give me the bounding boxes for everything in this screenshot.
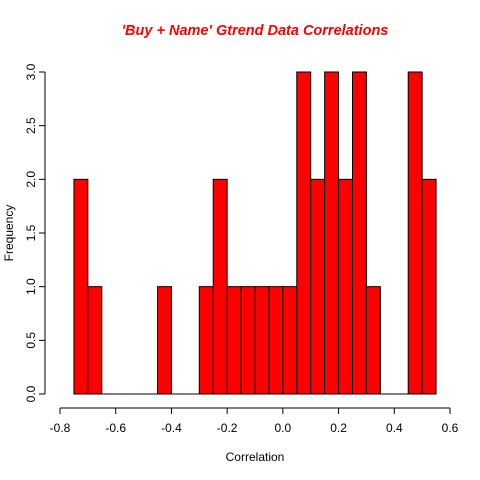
x-tick-label: 0.4 xyxy=(386,421,403,435)
y-axis: 0.0 0.5 1.0 1.5 2.0 2.5 3.0 xyxy=(24,63,46,402)
histogram-bar xyxy=(338,178,354,395)
histogram-bar xyxy=(240,286,256,395)
y-tick-label: 0.5 xyxy=(24,332,38,349)
histogram-bar xyxy=(212,178,228,395)
histogram-bar xyxy=(310,178,326,395)
x-tick-label: -0.2 xyxy=(217,421,238,435)
histogram-bar xyxy=(226,286,242,395)
x-axis: -0.8 -0.6 -0.4 -0.2 0.0 0.2 0.4 0.6 xyxy=(50,407,459,435)
y-tick-label: 1.0 xyxy=(24,278,38,295)
histogram-bar xyxy=(365,286,381,395)
y-tick-label: 3.0 xyxy=(24,63,38,80)
histogram-bar xyxy=(324,71,340,395)
histogram-bar xyxy=(254,286,270,395)
histogram-bar xyxy=(268,286,284,395)
histogram-bar xyxy=(198,286,214,395)
y-tick-label: 1.5 xyxy=(24,224,38,241)
y-tick-label: 2.0 xyxy=(24,171,38,188)
x-tick-label: 0.2 xyxy=(330,421,347,435)
histogram-bar xyxy=(87,286,103,395)
x-tick-label: 0.6 xyxy=(442,421,459,435)
histogram-bar xyxy=(352,71,367,395)
bars-group xyxy=(73,71,437,395)
x-tick-label: -0.6 xyxy=(105,421,126,435)
histogram-bar xyxy=(282,286,298,395)
histogram-bar xyxy=(296,71,312,395)
histogram-bar xyxy=(73,178,89,395)
x-tick-label: -0.8 xyxy=(50,421,71,435)
histogram-bar xyxy=(157,286,172,395)
y-tick-label: 2.5 xyxy=(24,117,38,134)
x-tick-label: -0.4 xyxy=(161,421,182,435)
chart-title: 'Buy + Name' Gtrend Data Correlations xyxy=(122,23,389,39)
histogram-bar xyxy=(407,71,423,395)
x-axis-label: Correlation xyxy=(226,450,285,464)
y-axis-label: Frequency xyxy=(2,205,16,262)
y-tick-label: 0.0 xyxy=(24,385,38,402)
x-tick-label: 0.0 xyxy=(275,421,292,435)
histogram-bar xyxy=(421,178,437,395)
